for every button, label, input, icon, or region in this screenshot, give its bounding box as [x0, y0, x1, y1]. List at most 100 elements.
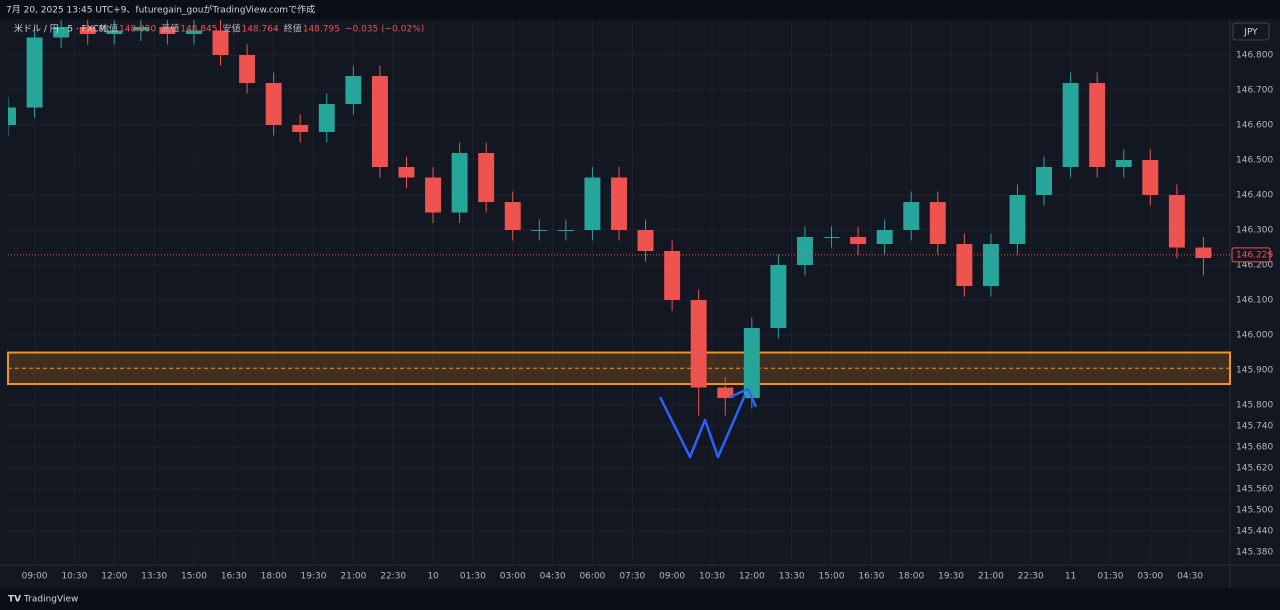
candle-body	[717, 387, 734, 399]
candle-body	[53, 27, 70, 38]
y-tick-label: 145.900	[1236, 366, 1273, 376]
arrow-drawing	[729, 387, 758, 408]
candle-body	[106, 30, 123, 35]
header-bar	[0, 0, 1280, 19]
candle-body	[239, 55, 256, 84]
x-tick-label: 22:30	[1018, 572, 1044, 582]
candle-body	[850, 237, 867, 245]
legend-high-label: 高値	[161, 23, 179, 35]
candle-body	[345, 76, 362, 105]
candle-body	[132, 27, 149, 31]
y-tick-label: 146.000	[1236, 331, 1273, 341]
candle-body	[212, 30, 229, 56]
candle-body	[1142, 160, 1159, 196]
y-tick-label: 146.100	[1236, 296, 1273, 306]
x-tick-label: 18:00	[261, 572, 287, 582]
legend-low-label: 安値	[222, 23, 240, 35]
candle-body	[796, 237, 813, 266]
x-tick-label: 19:30	[301, 572, 327, 582]
y-tick-label: 146.800	[1236, 51, 1273, 61]
footer-logo: TradingView	[23, 595, 78, 605]
candles	[8, 20, 1230, 416]
x-tick-label: 03:00	[500, 572, 526, 582]
x-tick-label: 10	[427, 572, 439, 582]
currency-button[interactable]	[1232, 22, 1270, 41]
header-text: 7月 20, 2025 13:45 UTC+9、futuregain_gouがT…	[6, 4, 315, 16]
x-tick-label: 11	[1065, 572, 1076, 582]
x-tick-label: 13:30	[779, 572, 805, 582]
y-tick-label: 146.600	[1236, 121, 1273, 131]
y-tick-label: 145.500	[1236, 506, 1273, 516]
x-tick-label: 01:30	[1097, 572, 1123, 582]
x-tick-label: 09:00	[659, 572, 685, 582]
candle-body	[557, 230, 574, 232]
candle-body	[79, 27, 96, 35]
x-tick-label: 15:00	[181, 572, 207, 582]
candle-body	[26, 37, 43, 108]
legend-low: 148.764	[241, 25, 278, 35]
candle-body	[823, 237, 840, 239]
y-tick-label: 146.200	[1236, 261, 1273, 271]
x-tick-label: 18:00	[898, 572, 924, 582]
candle-body	[770, 265, 787, 329]
x-tick-label: 21:00	[978, 572, 1004, 582]
y-tick-label: 145.740	[1236, 422, 1273, 432]
legend-change: −0.035 (−0.02%)	[345, 25, 424, 35]
x-tick-label: 10:30	[699, 572, 725, 582]
y-tick-label: 146.300	[1236, 226, 1273, 236]
y-tick-label: 145.800	[1236, 401, 1273, 411]
x-tick-label: 06:00	[579, 572, 605, 582]
candle-body	[982, 244, 999, 287]
candle-body	[1009, 195, 1026, 245]
footer-bar	[0, 588, 1280, 610]
candle-body	[292, 125, 309, 133]
candle-body	[929, 202, 946, 245]
candle-body	[159, 27, 176, 35]
x-tick-label: 13:30	[141, 572, 167, 582]
x-tick-label: 21:00	[340, 572, 366, 582]
legend-symbol: 米ドル / 円 · 5 · FXCM	[14, 23, 106, 35]
legend-high: 148.845	[180, 25, 217, 35]
y-tick-label: 145.560	[1236, 485, 1273, 495]
candle-body	[1062, 83, 1079, 168]
legend-close: 148.795	[303, 25, 340, 35]
candle-body	[531, 230, 548, 232]
candle-body	[425, 177, 442, 213]
x-tick-label: 03:00	[1137, 572, 1163, 582]
y-tick-label: 146.700	[1236, 86, 1273, 96]
candle-body	[903, 202, 920, 231]
x-tick-label: 10:30	[61, 572, 87, 582]
legend-open-label: 始値	[100, 23, 118, 35]
candle-body	[8, 107, 16, 126]
candle-body	[1115, 160, 1132, 168]
x-tick-label: 12:00	[101, 572, 127, 582]
x-tick-label: 22:30	[380, 572, 406, 582]
grid	[8, 20, 1230, 565]
x-tick-label: 16:30	[221, 572, 247, 582]
zone-layer	[7, 351, 1231, 386]
candle-body	[478, 153, 495, 203]
x-tick-label: 19:30	[938, 572, 964, 582]
candle-body	[876, 230, 893, 245]
candle-body	[637, 230, 654, 252]
currency-label[interactable]: JPY	[1243, 28, 1258, 38]
candle-body	[185, 30, 202, 35]
legend-close-label: 終値	[284, 23, 302, 35]
y-tick-label: 145.440	[1236, 527, 1273, 537]
candle-body	[1195, 247, 1212, 259]
y-tick-label: 146.400	[1236, 191, 1273, 201]
candle-body	[1036, 167, 1053, 196]
candle-body	[504, 202, 521, 231]
axes: 146.800 146.700 146.600 146.500 146.400 146.3…	[22, 51, 1274, 582]
candle-body	[611, 177, 627, 231]
x-tick-label: 16:30	[858, 572, 884, 582]
candle-body	[956, 244, 973, 287]
last-price-tag	[1231, 247, 1271, 263]
candle-body	[1168, 195, 1185, 248]
y-tick-label: 145.380	[1236, 548, 1273, 558]
x-tick-label: 07:30	[619, 572, 645, 582]
x-tick-label: 12:00	[739, 572, 765, 582]
x-tick-label: 04:30	[540, 572, 566, 582]
